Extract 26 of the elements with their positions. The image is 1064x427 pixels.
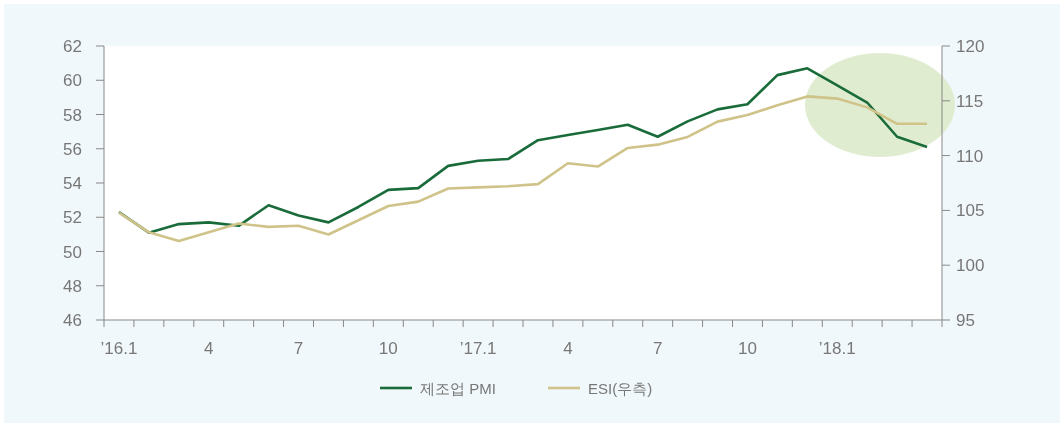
y-tick-label: 58 xyxy=(63,105,82,125)
y2-tick-label: 120 xyxy=(956,37,985,56)
y-tick-label: 48 xyxy=(63,276,82,296)
legend-label: 제조업 PMI xyxy=(420,380,496,397)
x-tick-label: 10 xyxy=(378,339,398,358)
x-tick-label: 7 xyxy=(293,339,304,358)
y-tick-label: 52 xyxy=(63,208,82,228)
x-tick-label: 4 xyxy=(563,339,573,358)
y-tick-label: 50 xyxy=(63,242,82,262)
x-tick-label: ’17.1 xyxy=(459,339,497,358)
x-tick-label: 7 xyxy=(652,339,663,358)
y2-tick-label: 110 xyxy=(956,146,984,166)
y-tick-label: 62 xyxy=(63,37,82,56)
y-tick-label: 60 xyxy=(63,71,82,91)
y2-tick-label: 100 xyxy=(956,256,985,276)
x-tick-label: 4 xyxy=(204,339,214,358)
y-tick-label: 54 xyxy=(63,174,82,193)
y-tick-label: 46 xyxy=(63,311,82,330)
legend-label: ESI(우측) xyxy=(588,380,653,397)
x-tick-label: ’18.1 xyxy=(818,339,856,358)
y-tick-label: 56 xyxy=(63,139,82,159)
x-tick-label: 10 xyxy=(738,339,757,358)
x-tick-label: ’16.1 xyxy=(100,339,138,358)
y2-tick-label: 115 xyxy=(956,91,984,111)
y2-tick-label: 105 xyxy=(956,201,985,221)
y2-tick-label: 95 xyxy=(956,311,975,330)
